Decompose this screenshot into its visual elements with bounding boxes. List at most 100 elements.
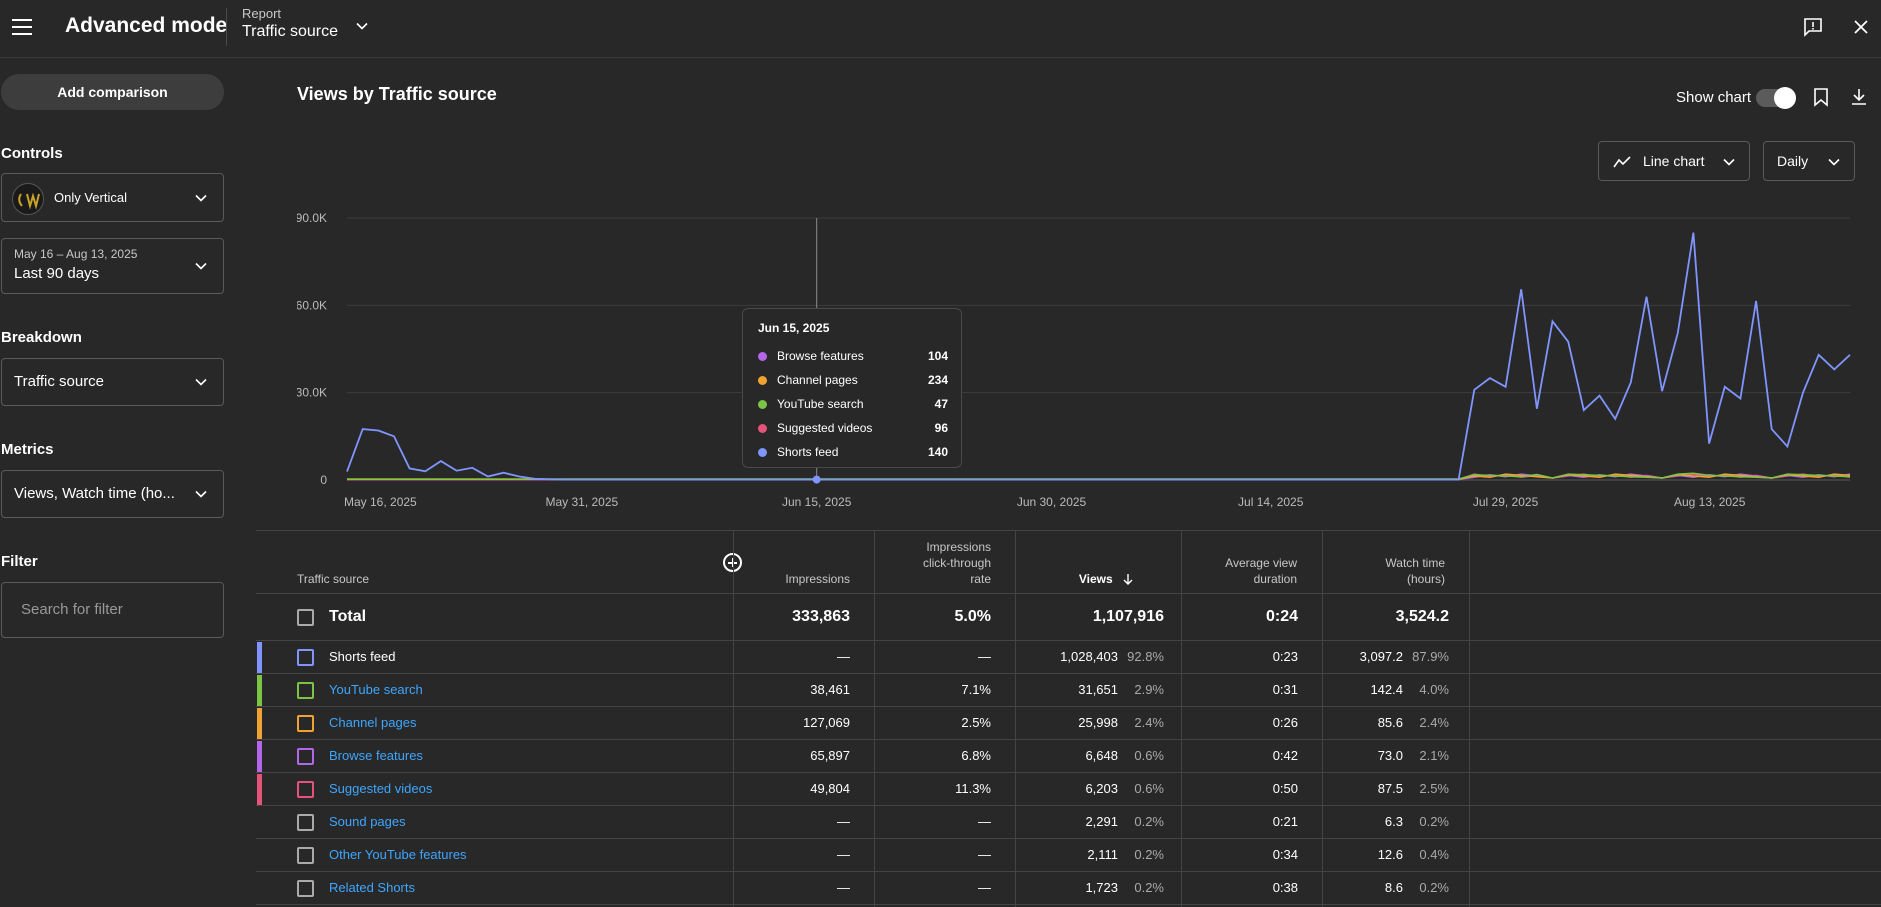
- header-line: click-through: [922, 556, 991, 570]
- date-range-selector[interactable]: May 16 – Aug 13, 2025 Last 90 days: [1, 238, 224, 294]
- metrics-selector[interactable]: Views, Watch time (ho...: [1, 470, 224, 518]
- row-checkbox[interactable]: [297, 847, 314, 864]
- avd-cell: 0:26: [1272, 715, 1298, 730]
- views-percent-cell: 2.9%: [1134, 682, 1164, 697]
- row-name[interactable]: Suggested videos: [329, 781, 433, 796]
- report-label: Report: [242, 6, 282, 21]
- row-name[interactable]: Channel pages: [329, 715, 417, 730]
- tooltip-label: Browse features: [777, 349, 864, 363]
- table-top-border: [256, 530, 1881, 531]
- impressions-cell: —: [837, 814, 850, 829]
- row-checkbox[interactable]: [297, 814, 314, 831]
- table-row[interactable]: Other YouTube features — — 2,111 0.2% 0:34 12.…: [256, 839, 1881, 872]
- header-line: (hours): [1406, 572, 1445, 586]
- row-border: [256, 739, 1881, 740]
- row-checkbox[interactable]: [297, 715, 314, 732]
- row-checkbox[interactable]: [297, 649, 314, 666]
- views-cell: 1,028,403: [1060, 649, 1118, 664]
- chevron-down-icon[interactable]: [354, 18, 370, 34]
- avd-cell: 0:42: [1272, 748, 1298, 763]
- tooltip-value: 140: [927, 445, 948, 459]
- breakdown-heading: Breakdown: [1, 329, 82, 346]
- column-divider: [733, 530, 734, 907]
- table-row[interactable]: Sound pages — — 2,291 0.2% 0:21 6.3 0.2%: [256, 806, 1881, 839]
- ctr-cell: —: [978, 649, 991, 664]
- impressions-cell: —: [837, 847, 850, 862]
- legend-dot: [758, 400, 767, 409]
- column-header-watch-time[interactable]: Watch time (hours): [1340, 555, 1445, 587]
- filter-heading: Filter: [1, 553, 38, 570]
- hamburger-menu-icon[interactable]: [10, 14, 36, 40]
- row-checkbox[interactable]: [297, 682, 314, 699]
- impressions-cell: —: [837, 880, 850, 895]
- row-name[interactable]: Other YouTube features: [329, 847, 467, 862]
- watch-time-cell: 3,097.2: [1359, 649, 1403, 664]
- row-name[interactable]: YouTube search: [329, 682, 423, 697]
- add-comparison-button[interactable]: Add comparison: [1, 74, 224, 110]
- series-color-bar: [257, 708, 262, 739]
- impressions-cell: 127,069: [803, 715, 850, 730]
- column-header-average-view-duration[interactable]: Average view duration: [1190, 555, 1297, 587]
- row-border: [256, 772, 1881, 773]
- filter-field[interactable]: Search for filter: [1, 582, 224, 638]
- feedback-icon[interactable]: [1802, 16, 1824, 38]
- column-header-ctr[interactable]: Impressions click-through rate: [880, 539, 991, 587]
- channel-selector[interactable]: Only Vertical: [1, 173, 224, 222]
- watch-percent-cell: 87.9%: [1412, 649, 1449, 664]
- row-checkbox[interactable]: [297, 880, 314, 897]
- row-checkbox[interactable]: [297, 748, 314, 765]
- granularity-label: Daily: [1777, 153, 1809, 169]
- table-row[interactable]: Related Shorts — — 1,723 0.2% 0:38 8.6 0.2%: [256, 872, 1881, 905]
- watch-percent-cell: 4.0%: [1419, 682, 1449, 697]
- granularity-dropdown[interactable]: Daily: [1763, 141, 1855, 181]
- total-avd: 0:24: [1265, 608, 1298, 625]
- table-row[interactable]: Suggested videos 49,804 11.3% 6,203 0.6% 0:50…: [256, 773, 1881, 806]
- table-row[interactable]: Channel pages 127,069 2.5% 25,998 2.4% 0:26 85…: [256, 707, 1881, 740]
- views-percent-cell: 0.2%: [1134, 814, 1164, 829]
- views-cell: 2,111: [1087, 847, 1118, 862]
- watch-percent-cell: 0.2%: [1419, 880, 1449, 895]
- tooltip-value: 47: [934, 397, 948, 411]
- views-percent-cell: 0.6%: [1134, 781, 1164, 796]
- row-name: Total: [329, 608, 367, 625]
- table-row[interactable]: YouTube search 38,461 7.1% 31,651 2.9% 0:31 14…: [256, 674, 1881, 707]
- close-icon[interactable]: [1850, 16, 1872, 38]
- ctr-cell: 6.8%: [961, 748, 991, 763]
- y-tick-label: 90.0K: [297, 211, 327, 225]
- column-header-views[interactable]: Views: [1020, 571, 1134, 587]
- series-color-bar: [257, 774, 262, 805]
- watch-time-cell: 73.0: [1377, 748, 1403, 763]
- app-title: Advanced mode: [65, 14, 228, 37]
- chart-type-dropdown[interactable]: Line chart: [1598, 141, 1750, 181]
- tooltip-label: Suggested videos: [777, 421, 873, 435]
- report-selector[interactable]: Traffic source: [242, 23, 339, 40]
- tooltip-label: Shorts feed: [777, 445, 839, 459]
- show-chart-toggle[interactable]: [1756, 87, 1796, 109]
- download-icon[interactable]: [1848, 86, 1870, 108]
- table-row[interactable]: Browse features 65,897 6.8% 6,648 0.6% 0:42 73…: [256, 740, 1881, 773]
- y-tick-label: 0: [320, 473, 327, 487]
- breakdown-selector[interactable]: Traffic source: [1, 358, 224, 406]
- x-tick-label: May 31, 2025: [545, 495, 618, 509]
- ctr-cell: —: [978, 847, 991, 862]
- row-name[interactable]: Browse features: [329, 748, 423, 763]
- header-line: Impressions: [926, 540, 991, 554]
- chevron-down-icon: [1723, 158, 1735, 166]
- series-line-shorts-feed: [346, 232, 1851, 481]
- ctr-cell: 2.5%: [961, 715, 991, 730]
- watch-time-cell: 142.4: [1370, 682, 1403, 697]
- column-header-impressions[interactable]: Impressions: [785, 572, 850, 586]
- row-checkbox[interactable]: [297, 781, 314, 798]
- total-checkbox[interactable]: [297, 609, 314, 626]
- watch-time-cell: 87.5: [1377, 781, 1403, 796]
- channel-name: Only Vertical: [54, 190, 127, 205]
- table-row[interactable]: Shorts feed — — 1,028,403 92.8% 0:23 3,097.2 87…: [256, 641, 1881, 674]
- bookmark-icon[interactable]: [1810, 86, 1832, 108]
- impressions-cell: 38,461: [810, 682, 850, 697]
- row-name[interactable]: Sound pages: [329, 814, 406, 829]
- row-name[interactable]: Related Shorts: [329, 880, 415, 895]
- add-column-icon[interactable]: [723, 553, 742, 572]
- watch-percent-cell: 2.1%: [1419, 748, 1449, 763]
- top-bar: Advanced mode Report Traffic source: [0, 0, 1881, 58]
- column-header-traffic-source[interactable]: Traffic source: [297, 572, 370, 586]
